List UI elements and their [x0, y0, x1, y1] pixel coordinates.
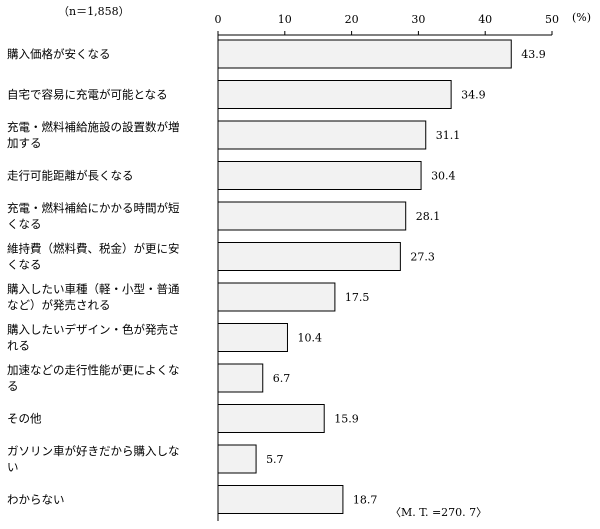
value-label: 30.4	[431, 170, 456, 183]
x-tick-label: 20	[345, 13, 359, 26]
bar	[217, 282, 336, 312]
x-tick-label: 50	[545, 13, 559, 26]
category-label: 加する	[7, 136, 42, 150]
category-label: 購入したい車種（軽・小型・普通	[7, 282, 180, 296]
x-tick-label: 10	[278, 13, 292, 26]
value-label: 28.1	[416, 210, 441, 223]
category-label: その他	[7, 412, 42, 426]
category-label: ガソリン車が好きだから購入しな	[7, 444, 180, 458]
category-label: 充電・燃料補給施設の設置数が増	[7, 120, 180, 134]
bar	[217, 80, 452, 109]
sample-size-note: （n＝1,858）	[58, 5, 130, 18]
value-label: 10.4	[297, 332, 322, 345]
unit-label: (%)	[572, 11, 591, 24]
bar	[217, 242, 401, 271]
value-label: 17.5	[345, 291, 370, 304]
category-label: い	[7, 460, 19, 474]
value-label: 18.7	[353, 494, 378, 507]
category-label: 加速などの走行性能が更によくな	[7, 363, 180, 377]
category-label: 充電・燃料補給にかかる時間が短	[7, 201, 180, 215]
value-label: 31.1	[436, 129, 461, 142]
value-label: 43.9	[521, 48, 546, 61]
value-label: 6.7	[273, 372, 291, 385]
category-label: 自宅で容易に充電が可能となる	[7, 88, 168, 102]
x-tick-label: 40	[478, 13, 492, 26]
bar	[217, 323, 288, 352]
bar	[217, 444, 257, 474]
mention-total-note: 〈M. T. =270. 7〉	[390, 506, 487, 519]
bar	[217, 161, 422, 190]
category-label: 購入したいデザイン・色が発売さ	[7, 323, 180, 337]
bar	[217, 363, 264, 393]
category-label: る	[7, 379, 19, 393]
value-label: 34.9	[461, 89, 486, 102]
bar	[217, 120, 427, 150]
value-label: 27.3	[410, 251, 435, 264]
category-label: 購入価格が安くなる	[7, 47, 111, 61]
value-label: 5.7	[266, 453, 284, 466]
category-label: 維持費（燃料費、税金）が更に安	[7, 242, 180, 256]
bar	[217, 39, 512, 69]
value-label: 15.9	[334, 413, 359, 426]
bar	[217, 404, 325, 433]
category-label: など）が発売される	[7, 298, 111, 312]
category-label: れる	[7, 339, 30, 353]
category-label: わからない	[7, 493, 65, 507]
x-tick-label: 30	[411, 13, 425, 26]
x-tick-label: 0	[215, 13, 222, 26]
bar	[217, 201, 407, 231]
category-label: 走行可能距離が長くなる	[7, 169, 134, 183]
category-label: くなる	[7, 217, 42, 231]
bar	[217, 485, 344, 514]
category-label: くなる	[7, 258, 42, 272]
